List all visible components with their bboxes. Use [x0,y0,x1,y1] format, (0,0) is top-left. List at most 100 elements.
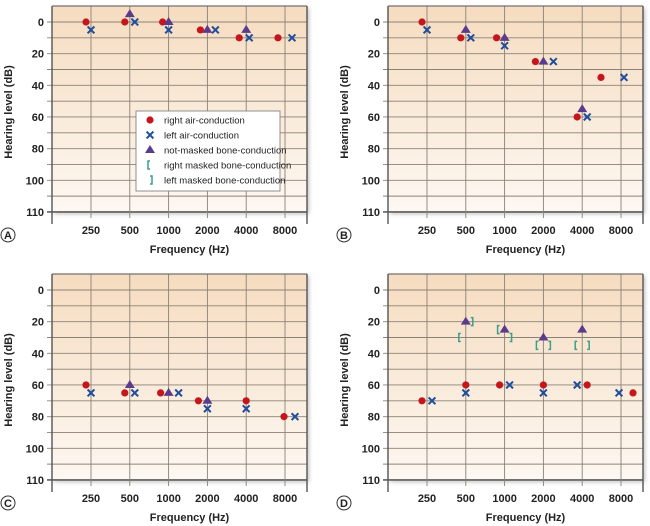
data-point-left-air [290,412,300,421]
data-point-bone-unmasked [538,332,549,341]
legend-label: left air-conduction [164,131,239,142]
data-point-right-air [242,397,250,405]
data-point-right-masked [458,332,461,343]
cross-stroke [573,380,582,390]
x-tick-label: 8000 [273,493,297,505]
data-point-left-air [164,25,173,35]
legend-label: right masked bone-conduction [164,161,291,172]
x-tick-label: 250 [418,493,436,505]
plot-background [388,6,643,212]
y-tick-label: 60 [32,112,44,124]
legend-marker-right-air [146,116,154,124]
data-point-left-air [86,388,96,398]
data-point-left-air [242,404,251,413]
legend-label: not-masked bone-conduction [164,146,287,157]
data-point-left-air [422,25,432,35]
legend-marker-bone-unmasked [145,145,155,153]
legend-label: left masked bone-conduction [164,176,285,187]
data-point-left-air [130,388,139,398]
y-tick-label: 80 [32,144,44,156]
data-point-right-air [121,389,129,397]
data-point-right-air [597,73,605,82]
cross-stroke [245,33,254,42]
y-axis-title: Hearing level (dB) [339,333,351,427]
data-point-right-air [82,18,90,26]
x-tick-label: 2000 [531,225,555,237]
data-point-bone-unmasked [124,9,135,18]
data-point-bone-unmasked [163,387,174,396]
y-tick-label: 80 [368,412,380,424]
legend-marker-left-masked [150,175,153,185]
data-point-right-air [496,381,504,389]
cross-stroke [130,388,139,398]
legend-marker-right-masked [147,160,150,170]
plot-background [52,274,307,480]
cross-stroke [539,388,548,398]
plot-background [388,274,643,480]
y-tick-label: 0 [38,285,44,297]
data-point-bone-unmasked [460,316,471,325]
data-point-right-air [539,381,547,389]
cross-stroke [619,73,629,82]
data-point-bone-unmasked [499,324,510,333]
y-tick-label: 0 [374,17,380,29]
x-tick-label: 2000 [195,225,219,237]
y-tick-label: 80 [32,412,44,424]
data-point-bone-unmasked [202,24,213,33]
x-tick-label: 500 [457,493,475,505]
cross-stroke [211,25,220,35]
y-tick-label: 110 [26,475,44,487]
x-tick-label: 8000 [609,225,633,237]
data-point-bone-unmasked [460,24,471,33]
data-point-left-air [466,33,475,42]
data-point-left-air [583,112,592,122]
y-tick-label: 40 [32,348,44,360]
data-point-left-masked [470,316,474,327]
y-tick-label: 100 [362,443,380,455]
audiogram-panel-b: 0 20 40 60 80 100 110 250 500 1000 2000 4000 8000 Fre… [336,5,644,256]
data-point-left-air [549,57,558,66]
y-tick-label: 40 [32,80,44,92]
x-tick-label: 4000 [234,493,258,505]
y-tick-label: 20 [32,317,44,329]
cross-stroke [287,33,297,42]
y-axis-title: Hearing level (dB) [3,65,15,159]
data-point-right-air [629,389,637,397]
legend-marker-left-air [145,130,155,140]
data-point-bone-unmasked [202,395,213,404]
cross-stroke [549,57,558,66]
data-point-left-air [174,388,183,398]
data-point-left-air [505,380,514,390]
data-point-right-air [457,34,465,42]
x-axis-title: Frequency (Hz) [486,512,566,524]
cross-stroke [86,25,96,35]
x-tick-label: 250 [418,225,436,237]
cross-stroke [422,25,432,35]
data-point-right-air [418,397,426,405]
data-point-left-air [86,25,96,35]
legend-box [135,110,281,192]
y-tick-label: 0 [374,285,380,297]
data-point-left-air [539,388,548,398]
y-tick-label: 110 [362,475,380,487]
data-point-right-air [82,381,90,389]
data-point-right-air [194,397,202,405]
x-tick-label: 250 [82,225,100,237]
data-point-bone-unmasked [499,32,510,41]
cross-stroke [461,388,470,398]
cross-stroke [500,41,509,50]
data-point-left-masked [509,332,513,343]
data-point-left-air [287,33,297,42]
y-axis-title: Hearing level (dB) [339,65,351,159]
data-point-left-air [461,388,470,398]
data-point-right-air [235,34,243,42]
data-point-right-air [280,413,288,421]
y-tick-label: 0 [38,17,44,29]
data-point-left-air [245,33,254,42]
x-axis-title: Frequency (Hz) [486,244,566,256]
y-tick-label: 40 [368,80,380,92]
cross-stroke [427,396,437,405]
legend: right air-conduction left air-conduction n… [135,110,291,192]
data-point-left-air [619,73,629,82]
data-point-left-masked [548,340,552,351]
